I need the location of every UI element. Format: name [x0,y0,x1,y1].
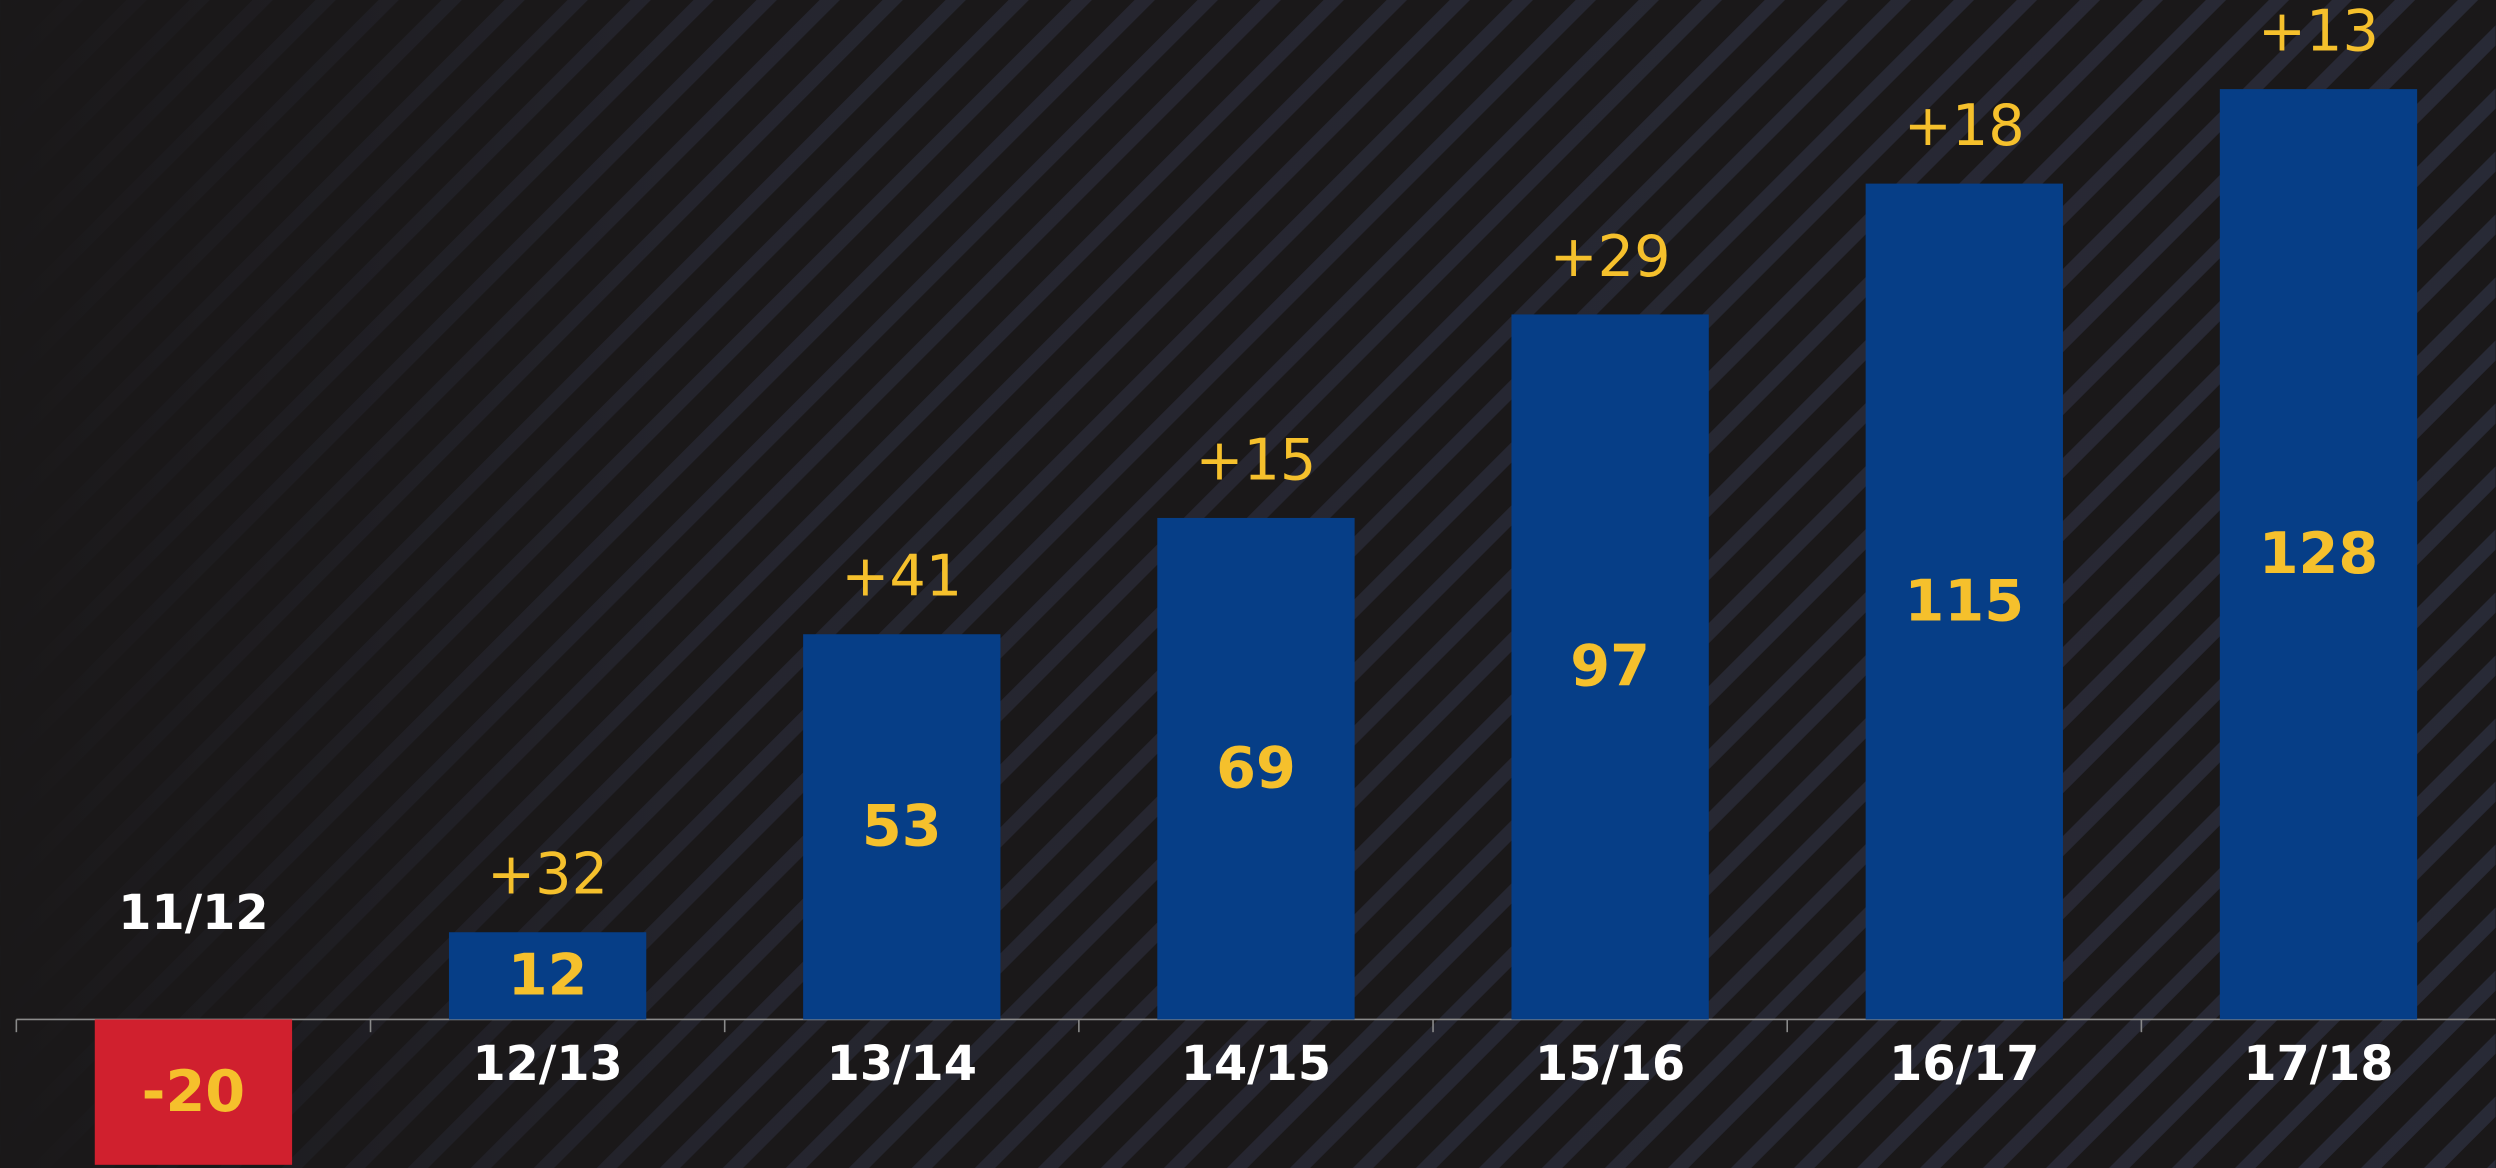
x-tick-label: 13/14 [827,1037,977,1092]
value-label: 69 [1216,734,1296,801]
value-label: 128 [2259,520,2379,587]
x-tick-label: 11/12 [118,886,268,941]
bar [803,634,1001,1020]
bar [1865,183,2063,1020]
change-label: +18 [1904,92,2025,159]
bar [2219,89,2418,1020]
bar [1157,517,1355,1020]
x-tick-label: 14/15 [1181,1037,1331,1092]
value-label: 53 [862,793,942,860]
value-label: 12 [508,942,588,1009]
change-label: +32 [487,841,608,908]
value-label: 97 [1570,633,1650,700]
value-label: -20 [142,1058,245,1125]
change-label: +29 [1550,223,1671,290]
bar [1511,314,1709,1020]
bar [448,932,647,1020]
change-label: +13 [2258,0,2379,65]
bar [94,1019,293,1165]
change-label: +15 [1196,426,1317,493]
x-tick-label: 16/17 [1889,1037,2039,1092]
x-tick-label: 12/13 [472,1037,622,1092]
x-tick-label: 17/18 [2243,1037,2393,1092]
value-label: 115 [1905,567,2025,634]
x-tick-label: 15/16 [1535,1037,1685,1092]
change-label: +41 [841,543,962,610]
